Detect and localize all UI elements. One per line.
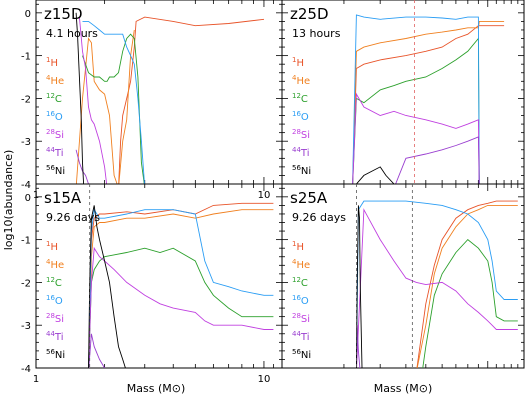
- series-line-12C: [352, 37, 480, 184]
- series-line-4He: [75, 29, 135, 184]
- isotope-label-28Si: 28Si: [46, 312, 64, 325]
- y-tick-label: -4: [21, 180, 31, 191]
- series-line-12C: [422, 238, 518, 368]
- series-line-1H: [352, 25, 505, 184]
- y-tick-label: 0: [25, 9, 31, 20]
- isotope-label-4He: 4He: [46, 74, 64, 87]
- isotope-label-4He: 4He: [292, 258, 310, 271]
- series-line-12C: [82, 33, 145, 184]
- isotope-label-56Ni: 56Ni: [292, 164, 311, 177]
- series-line-1H: [118, 16, 265, 184]
- series-line-4He: [88, 209, 274, 368]
- series-line-56Ni: [355, 166, 395, 184]
- isotope-label-12C: 12C: [46, 92, 62, 105]
- series-group: [352, 14, 505, 184]
- isotope-label-56Ni: 56Ni: [46, 164, 65, 177]
- series-line-28Si: [356, 208, 518, 368]
- series-line-16O: [352, 14, 480, 184]
- isotope-label-1H: 1H: [292, 240, 304, 253]
- panel-title: z25D: [290, 5, 329, 23]
- isotope-label-44Ti: 44Ti: [46, 146, 64, 159]
- isotope-label-56Ni: 56Ni: [292, 348, 311, 361]
- series-line-44Ti: [88, 333, 106, 368]
- series-line-4He: [416, 204, 518, 368]
- panel-z25D: z25D 13 hours 1H 4He 12C 16O 28Si 44Ti 56Ni: [281, 0, 525, 185]
- x-tick-label: 10: [258, 190, 271, 201]
- series-line-56Ni: [88, 205, 126, 368]
- isotope-label-16O: 16O: [292, 110, 309, 123]
- series-group: [75, 12, 265, 184]
- isotope-label-12C: 12C: [292, 92, 308, 105]
- panel-title: z15D: [44, 5, 83, 23]
- series-line-28Si: [352, 92, 480, 184]
- series-line-1H: [416, 200, 518, 368]
- panel-title: s25A: [290, 189, 328, 207]
- isotope-label-44Ti: 44Ti: [46, 330, 64, 343]
- isotope-label-4He: 4He: [292, 74, 310, 87]
- panel-title: s15A: [44, 189, 82, 207]
- isotope-label-12C: 12C: [292, 276, 308, 289]
- panel-s25A: s25A 9.26 days 1H 4He 12C 16O 28Si 44Ti 56Ni: [281, 183, 525, 369]
- series-line-56Ni: [355, 205, 363, 368]
- y-tick-label: -4: [21, 364, 31, 375]
- isotope-label-1H: 1H: [46, 56, 58, 69]
- isotope-label-16O: 16O: [292, 294, 309, 307]
- isotope-label-16O: 16O: [46, 110, 63, 123]
- isotope-label-16O: 16O: [46, 294, 63, 307]
- isotope-label-4He: 4He: [46, 258, 64, 271]
- isotope-label-28Si: 28Si: [292, 128, 310, 141]
- isotope-label-28Si: 28Si: [46, 128, 64, 141]
- isotope-label-1H: 1H: [292, 56, 304, 69]
- series-line-44Ti: [75, 149, 90, 184]
- x-axis-label-left: Mass (M⊙): [127, 382, 185, 395]
- isotope-label-12C: 12C: [46, 276, 62, 289]
- y-tick-label: -3: [21, 137, 31, 148]
- panel-subtitle: 9.26 days: [46, 211, 100, 224]
- panel-subtitle: 4.1 hours: [46, 27, 98, 40]
- isotope-label-56Ni: 56Ni: [46, 348, 65, 361]
- y-tick-label: 0: [25, 193, 31, 204]
- panel-frame: [281, 183, 525, 369]
- x-axis-label-right: Mass (M⊙): [374, 382, 432, 395]
- series-line-44Ti: [395, 136, 480, 184]
- y-tick-label: -2: [21, 278, 31, 289]
- y-tick-label: -3: [21, 321, 31, 332]
- y-tick-label: -1: [21, 236, 31, 247]
- isotope-label-44Ti: 44Ti: [292, 146, 310, 159]
- isotope-label-44Ti: 44Ti: [292, 330, 310, 343]
- series-line-16O: [355, 200, 518, 368]
- series-line-12C: [88, 247, 274, 368]
- panel-subtitle: 13 hours: [292, 27, 341, 40]
- series-line-4He: [352, 20, 505, 184]
- series-line-56Ni: [75, 12, 85, 184]
- isotope-label-28Si: 28Si: [292, 312, 310, 325]
- y-tick-label: -1: [21, 52, 31, 63]
- series-group: [355, 200, 518, 368]
- y-axis-label: log10(abundance): [2, 150, 15, 251]
- series-line-1H: [88, 202, 274, 368]
- series-line-28Si: [78, 17, 108, 184]
- isotope-label-1H: 1H: [46, 240, 58, 253]
- y-tick-label: -2: [21, 94, 31, 105]
- series-line-28Si: [88, 246, 274, 368]
- series-group: [88, 202, 274, 368]
- x-tick-label: 1: [33, 374, 39, 385]
- panel-subtitle: 9.26 days: [292, 211, 346, 224]
- series-line-16O: [82, 20, 145, 184]
- series-line-16O: [88, 208, 274, 368]
- x-tick-label: 10: [258, 374, 271, 385]
